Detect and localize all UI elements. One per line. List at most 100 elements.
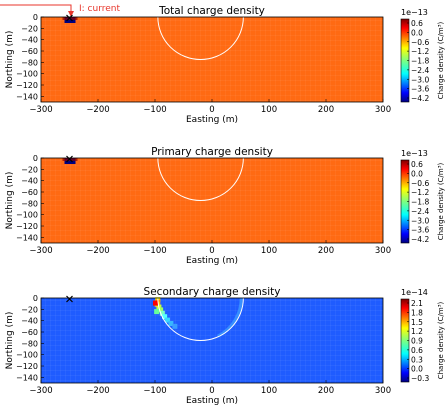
colorbar-exponent: 1e−13 bbox=[401, 149, 428, 158]
secondary-charge-cell-5 bbox=[158, 307, 164, 313]
secondary-charge-rim bbox=[216, 297, 243, 338]
x-tick-label: 100 bbox=[261, 246, 277, 256]
chart-title: Secondary charge density bbox=[144, 286, 281, 298]
y-tick-label: −60 bbox=[21, 328, 38, 337]
colorbar-tick-label: 0.0 bbox=[411, 28, 423, 37]
current-annotation: I: current bbox=[0, 4, 120, 17]
annotation-arrowhead bbox=[68, 11, 74, 17]
colorbar-tick-label: −3.6 bbox=[411, 85, 429, 94]
colorbar-tick-label: 0.9 bbox=[411, 337, 423, 346]
x-tick-label: 200 bbox=[318, 246, 334, 256]
x-tick-label: 200 bbox=[318, 386, 334, 396]
secondary-charge-cell-8 bbox=[164, 317, 170, 323]
y-tick-label: −140 bbox=[16, 92, 38, 101]
y-axis-label: Northing (m) bbox=[5, 31, 15, 89]
y-tick-label: 0 bbox=[33, 13, 38, 22]
secondary-charge-cell-11 bbox=[153, 300, 158, 306]
secondary-charge-cell-9 bbox=[168, 321, 174, 326]
colorbar-tick-label: −1.8 bbox=[411, 198, 429, 207]
x-tick-label: −300 bbox=[29, 105, 52, 115]
chart-title: Total charge density bbox=[158, 5, 265, 17]
x-tick-label: −100 bbox=[143, 246, 166, 256]
x-tick-label: 100 bbox=[261, 386, 277, 396]
source-marker bbox=[66, 295, 73, 303]
colorbar-tick-label: 1.2 bbox=[411, 327, 423, 336]
x-tick-label: 200 bbox=[318, 105, 334, 115]
x-tick-label: −200 bbox=[86, 386, 109, 396]
sphere-outline bbox=[157, 16, 244, 60]
source-marker bbox=[66, 14, 73, 22]
colorbar-tick-label: 0.0 bbox=[411, 365, 423, 374]
colorbar-tick-label: 0.3 bbox=[411, 355, 423, 364]
colorbar-tick-label: −1.8 bbox=[411, 57, 429, 66]
secondary-charge-cell-10 bbox=[172, 323, 178, 329]
y-axis-label: Northing (m) bbox=[5, 312, 15, 370]
colorbar-tick-label: −3.0 bbox=[411, 75, 429, 84]
chart-title: Primary charge density bbox=[151, 146, 273, 158]
secondary-charge-cell-12 bbox=[154, 309, 160, 315]
colorbar-exponent: 1e−13 bbox=[401, 8, 428, 17]
y-tick-label: 0 bbox=[33, 154, 38, 163]
colorbar-label: Charge density (C/m³) bbox=[437, 301, 445, 379]
y-tick-label: −100 bbox=[16, 70, 38, 79]
y-axis-label: Northing (m) bbox=[5, 172, 15, 230]
y-tick-label: −140 bbox=[16, 373, 38, 382]
x-tick-label: 0 bbox=[209, 105, 214, 115]
colorbar-tick-label: −0.6 bbox=[411, 38, 429, 47]
colorbar-tick-label: 1.8 bbox=[411, 308, 423, 317]
sphere-outline bbox=[157, 157, 244, 201]
colorbar-tick-label: 0.6 bbox=[411, 160, 423, 169]
y-tick-label: −120 bbox=[16, 222, 38, 231]
x-axis-label: Easting (m) bbox=[186, 256, 238, 266]
colorbar-exponent: 1e−14 bbox=[401, 288, 428, 297]
y-tick-label: 0 bbox=[33, 294, 38, 303]
source-marker bbox=[66, 155, 73, 163]
y-tick-label: −140 bbox=[16, 233, 38, 242]
sphere-outline bbox=[157, 297, 244, 341]
colorbar-tick-label: 2.1 bbox=[411, 299, 423, 308]
x-tick-label: −100 bbox=[143, 386, 166, 396]
x-tick-label: −300 bbox=[29, 246, 52, 256]
y-tick-label: −100 bbox=[16, 351, 38, 360]
y-tick-label: −20 bbox=[21, 305, 38, 314]
chart-panel-1: Total charge density−300 −200 −100 0 100 200 3… bbox=[5, 5, 445, 125]
x-tick-label: 100 bbox=[261, 105, 277, 115]
x-tick-label: 0 bbox=[209, 386, 214, 396]
colorbar-tick-label: −0.6 bbox=[411, 179, 429, 188]
y-tick-label: −80 bbox=[21, 58, 38, 67]
annotation-label: I: current bbox=[79, 4, 120, 14]
y-tick-label: −80 bbox=[21, 199, 38, 208]
x-tick-label: −100 bbox=[143, 105, 166, 115]
y-tick-label: −120 bbox=[16, 362, 38, 371]
colorbar-tick-label: 0.6 bbox=[411, 19, 423, 28]
colorbar-tick-label: −3.6 bbox=[411, 226, 429, 235]
y-tick-label: −20 bbox=[21, 24, 38, 33]
colorbar-tick-label: −4.2 bbox=[411, 235, 429, 244]
x-tick-label: 300 bbox=[375, 246, 391, 256]
y-tick-label: −40 bbox=[21, 177, 38, 186]
colorbar-label: Charge density (C/m³) bbox=[437, 162, 445, 240]
chart-panel-2: Primary charge density −300 −200 −100 0 100 20… bbox=[5, 146, 445, 266]
heatmap-mesh bbox=[41, 298, 383, 383]
y-tick-label: −40 bbox=[21, 317, 38, 326]
heatmap-mesh bbox=[41, 17, 383, 102]
y-tick-label: −60 bbox=[21, 188, 38, 197]
colorbar-tick-label: −0.3 bbox=[411, 374, 429, 383]
colorbar-tick-label: 0.0 bbox=[411, 169, 423, 178]
colorbar-tick-label: −1.2 bbox=[411, 188, 429, 197]
x-tick-label: 300 bbox=[375, 386, 391, 396]
y-tick-label: −100 bbox=[16, 211, 38, 220]
x-axis-label: Easting (m) bbox=[186, 115, 238, 125]
x-tick-label: −200 bbox=[86, 246, 109, 256]
colorbar-tick-label: −1.2 bbox=[411, 47, 429, 56]
secondary-charge-cell-7 bbox=[162, 314, 168, 320]
y-tick-label: −120 bbox=[16, 81, 38, 90]
x-tick-label: 0 bbox=[209, 246, 214, 256]
heatmap-mesh bbox=[41, 158, 383, 243]
x-axis-label: Easting (m) bbox=[186, 396, 238, 406]
colorbar-tick-label: 1.5 bbox=[411, 318, 423, 327]
x-tick-label: −200 bbox=[86, 105, 109, 115]
secondary-charge-cell-6 bbox=[159, 310, 165, 316]
colorbar-tick-label: −2.4 bbox=[411, 66, 429, 75]
